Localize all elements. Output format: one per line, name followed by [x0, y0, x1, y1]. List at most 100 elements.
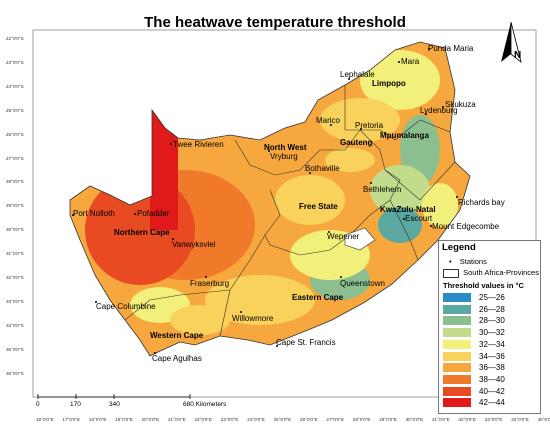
station-label: Cape St. Francis — [276, 338, 336, 347]
station-dot-icon: • — [449, 257, 452, 266]
latitude-tick-label: 29°0'0"S — [6, 203, 24, 209]
longitude-tick-label: 34°0'0"E — [511, 417, 529, 422]
latitude-tick-label: 23°0'0"S — [6, 59, 24, 65]
station-dot — [170, 143, 172, 145]
legend-class-label: 40—42 — [479, 386, 505, 396]
scale-label: 340 — [109, 401, 120, 408]
legend-swatch — [443, 328, 471, 338]
longitude-tick-label: 24°0'0"E — [247, 417, 265, 422]
station-dot — [134, 213, 136, 215]
province-label: Northern Cape — [114, 228, 170, 237]
longitude-tick-label: 32°0'0"E — [458, 417, 477, 422]
legend-class-label: 32—34 — [479, 339, 505, 349]
station-dot — [328, 231, 330, 233]
latitude-tick-label: 22°0'0"S — [6, 36, 24, 41]
map-title: The heatwave temperature threshold — [144, 14, 406, 31]
north-label: N — [514, 50, 522, 61]
station-dot — [456, 196, 458, 198]
province-borders — [124, 85, 456, 337]
longitude-tick-label: 17°0'0"E — [62, 417, 81, 422]
longitude-tick-label: 30°0'0"E — [405, 417, 424, 422]
station-label: Twee Rivieren — [173, 140, 224, 149]
station-label: Willowmore — [232, 314, 274, 323]
latitude-tick-label: 36°0'0"S — [6, 370, 24, 376]
latitude-tick-label: 30°0'0"S — [6, 227, 24, 233]
legend-swatch — [443, 398, 471, 408]
legend-class-label: 34—36 — [479, 351, 505, 361]
station-dot — [172, 238, 174, 240]
north-arrow-icon — [501, 22, 522, 64]
legend-swatch — [443, 363, 471, 373]
station-label: Richards bay — [458, 198, 505, 207]
station-dot — [95, 301, 97, 303]
station-label: Wepener — [327, 232, 360, 241]
latitude-tick-label: 26°0'0"S — [6, 131, 24, 137]
legend-provinces-row: South Africa-Provinces — [443, 268, 539, 278]
legend-swatch — [443, 351, 471, 361]
station-label: Fraserburg — [190, 279, 230, 288]
latitude-tick-label: 28°0'0"S — [6, 179, 24, 185]
station-dot — [403, 218, 405, 220]
legend-provinces-label: South Africa-Provinces — [463, 268, 539, 277]
station-label: Port Nolloth — [73, 209, 115, 218]
latitude-tick-label: 25°0'0"S — [6, 107, 24, 113]
longitude-tick-label: 26°0'0"E — [300, 417, 318, 422]
legend-class-label: 42—44 — [479, 398, 505, 408]
legend-swatch — [443, 304, 471, 314]
station-label: Marico — [316, 116, 341, 125]
legend-swatch — [443, 386, 471, 396]
province-label: Free State — [299, 202, 338, 211]
latitude-tick-label: 34°0'0"S — [6, 322, 24, 328]
province-label: KwaZulu-Natal — [380, 205, 436, 214]
longitude-tick-label: 35°0'0"E — [537, 417, 550, 422]
station-dot — [330, 124, 332, 126]
longitude-tick-label: 33°0'0"E — [484, 417, 503, 422]
station-label: Bothaville — [305, 164, 340, 173]
legend-box: Legend • Stations South Africa-Provinces… — [438, 240, 541, 414]
station-label: Escourt — [405, 214, 433, 223]
station-label: Cape Columbine — [96, 302, 156, 311]
station-dot — [276, 345, 278, 347]
station-label: Vanwyksvlei — [172, 240, 216, 249]
longitude-tick-label: 29°0'0"E — [379, 417, 397, 422]
legend-stations-row: • Stations — [449, 257, 487, 266]
longitude-tick-label: 28°0'0"E — [352, 417, 371, 422]
province-label: Gauteng — [340, 138, 373, 147]
station-dot — [442, 106, 444, 108]
station-dot — [428, 48, 430, 50]
province-label: North West — [264, 143, 307, 152]
legend-swatch — [443, 293, 471, 302]
station-label: Pofadder — [137, 209, 170, 218]
legend-swatch — [443, 374, 471, 384]
station-label: Cape Agulhas — [152, 354, 202, 363]
station-dot — [425, 113, 427, 115]
station-dot — [154, 352, 156, 354]
station-label: Punda Maria — [428, 44, 474, 53]
latitude-tick-label: 35°0'0"S — [6, 346, 24, 352]
legend-class-label: 25—26 — [479, 293, 505, 302]
legend-swatch — [443, 316, 471, 326]
station-label: Bethlehem — [363, 185, 402, 194]
station-label: Queenstown — [340, 279, 385, 288]
longitude-tick-label: 16°0'0"E — [36, 417, 54, 422]
station-dot — [240, 311, 242, 313]
station-label: Pretoria — [355, 121, 384, 130]
station-dot — [340, 276, 342, 278]
longitude-tick-label: 20°0'0"E — [141, 417, 160, 422]
station-dot — [205, 276, 207, 278]
station-label: Skukuza — [445, 100, 476, 109]
province-label: Eastern Cape — [292, 293, 344, 302]
station-label: Vryburg — [270, 152, 298, 161]
longitude-tick-label: 18°0'0"E — [88, 417, 107, 422]
station-dot — [430, 225, 432, 227]
latitude-tick-label: 32°0'0"S — [6, 275, 24, 280]
province-label: Western Cape — [150, 331, 204, 340]
latitude-tick-label: 31°0'0"S — [6, 251, 24, 257]
station-label: Lephalale — [340, 70, 375, 79]
station-label: Mount Edgecombe — [432, 222, 500, 231]
scale-label: 170 — [70, 401, 81, 408]
legend-title: Legend — [442, 242, 476, 253]
station-dot — [398, 61, 400, 63]
legend-swatch — [443, 339, 471, 349]
